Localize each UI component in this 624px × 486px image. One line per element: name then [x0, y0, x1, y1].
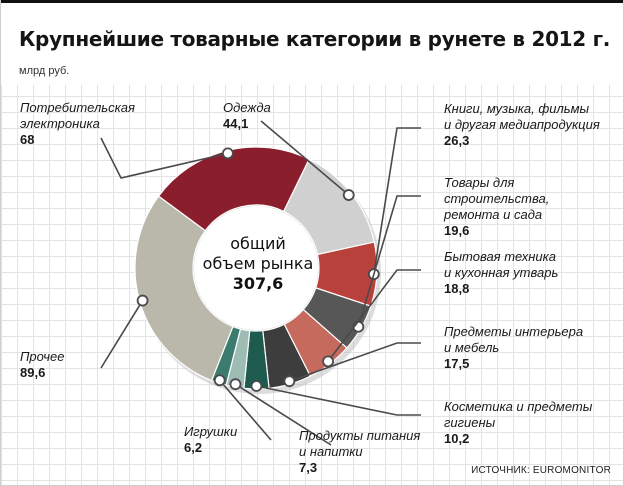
- slice-value: 89,6: [20, 365, 46, 380]
- slice-label-cosmetics: Косметика и предметы гигиены 10,2: [444, 399, 592, 447]
- slice-label-electronics: Потребительская электроника 68: [20, 100, 135, 148]
- slice-label-appliances: Бытовая техника и кухонная утварь 18,8: [444, 249, 558, 297]
- slice-value: 18,8: [444, 281, 470, 296]
- leader-marker-cosmetics: [250, 380, 263, 392]
- leader-line-appliances: [327, 269, 421, 362]
- slice-name: Бытовая техника и кухонная утварь: [444, 249, 559, 280]
- center-total-value: 307,6: [232, 274, 284, 293]
- slice-name: Потребительская электроника: [20, 100, 135, 131]
- leader-marker-electronics: [221, 147, 234, 160]
- slice-value: 6,2: [184, 440, 203, 455]
- slice-label-construction: Товары для строительства, ремонта и сада…: [444, 175, 623, 239]
- slice-value: 7,3: [299, 460, 318, 475]
- leader-line-food: [235, 383, 332, 446]
- leader-line-media: [373, 127, 421, 275]
- unit-label: млрд руб.: [19, 65, 70, 77]
- slice-label-other: Прочее 89,6: [20, 349, 64, 381]
- leader-line-electronics: [100, 137, 229, 179]
- slice-value: 17,5: [444, 356, 470, 371]
- slice-value: 68: [20, 132, 35, 147]
- slice-label-food: Продукты питания и напитки 7,3: [299, 428, 420, 476]
- center-total-label: общий объем рынка: [202, 234, 314, 273]
- slice-name: Прочее: [20, 349, 65, 364]
- leader-marker-appliances: [322, 355, 335, 368]
- slice-name: Предметы интерьера и мебель: [444, 324, 584, 355]
- leader-line-cosmetics: [256, 385, 421, 416]
- slice-name: Товары для строительства, ремонта и сада: [444, 175, 550, 222]
- slice-name: Продукты питания и напитки: [299, 428, 421, 459]
- slice-name: Игрушки: [184, 424, 238, 439]
- slice-name: Косметика и предметы гигиены: [444, 399, 593, 430]
- slice-value: 44,1: [223, 116, 249, 131]
- leader-line-construction: [357, 195, 421, 327]
- leader-marker-furniture: [283, 375, 296, 388]
- header: Крупнейшие товарные категории в рунете в…: [1, 3, 623, 85]
- slice-name: Книги, музыка, фильмы и другая медиапрод…: [444, 101, 600, 132]
- chart-title: Крупнейшие товарные категории в рунете в…: [19, 27, 611, 51]
- slice-label-media: Книги, музыка, фильмы и другая медиапрод…: [444, 101, 600, 149]
- slice-label-clothing: Одежда 44,1: [223, 100, 271, 132]
- slice-value: 26,3: [444, 133, 470, 148]
- donut-hole: [194, 206, 318, 330]
- slice-other: [134, 195, 234, 382]
- leader-line-toys: [219, 379, 272, 441]
- slice-value: 10,2: [444, 431, 470, 446]
- slice-label-furniture: Предметы интерьера и мебель 17,5: [444, 324, 583, 372]
- leader-marker-toys: [213, 374, 226, 387]
- leader-line-other: [100, 300, 144, 369]
- leader-line-clothing: [260, 120, 350, 196]
- slice-label-toys: Игрушки 6,2: [184, 424, 237, 456]
- slice-value: 19,6: [444, 223, 470, 238]
- source-note: ИСТОЧНИК: EUROMONITOR: [471, 465, 611, 476]
- slice-name: Одежда: [223, 100, 271, 115]
- leader-marker-food: [229, 378, 242, 391]
- leader-marker-other: [136, 294, 149, 307]
- top-rule: [1, 0, 623, 3]
- leader-marker-clothing: [342, 189, 355, 201]
- center-total: общий объем рынка 307,6: [193, 234, 323, 294]
- leader-line-furniture: [289, 342, 421, 382]
